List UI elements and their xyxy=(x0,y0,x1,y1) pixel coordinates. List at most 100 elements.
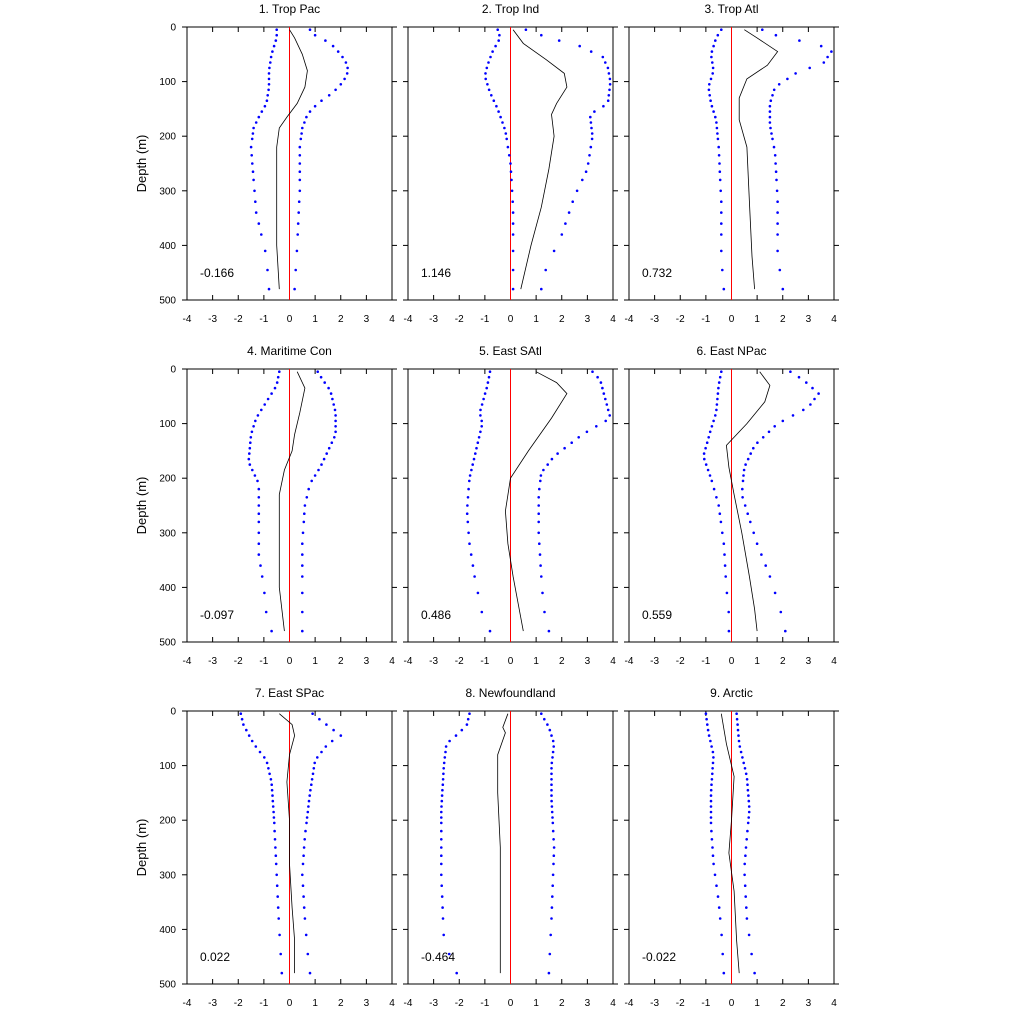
upper-bound-point xyxy=(744,772,748,776)
lower-bound-point xyxy=(717,504,720,507)
lower-bound-point xyxy=(711,767,714,770)
lower-bound-point xyxy=(440,854,443,857)
lower-bound-point xyxy=(440,895,444,898)
lower-bound-point xyxy=(440,873,443,877)
upper-bound-point xyxy=(550,778,553,781)
upper-bound-point xyxy=(743,767,747,770)
x-tick-label: -1 xyxy=(701,998,710,1009)
upper-bound-point xyxy=(590,126,593,130)
upper-bound-point xyxy=(779,610,783,614)
lower-bound-point xyxy=(722,542,726,545)
panel-title: 5. East SAtl xyxy=(479,344,542,358)
upper-bound-point xyxy=(781,287,785,291)
lower-bound-point xyxy=(440,816,443,819)
upper-bound-point xyxy=(564,222,567,225)
x-tick-label: 0 xyxy=(729,314,735,325)
upper-bound-point xyxy=(541,591,544,595)
lower-bound-point xyxy=(718,917,722,920)
lower-bound-point xyxy=(511,200,514,203)
upper-bound-point xyxy=(540,287,543,291)
lower-bound-point xyxy=(252,178,255,182)
upper-bound-point xyxy=(307,487,311,491)
upper-bound-point xyxy=(606,408,610,412)
x-tick-label: 4 xyxy=(389,998,395,1009)
lower-bound-point xyxy=(496,28,500,32)
panel-8: 8. Newfoundland -4 -3 -2 -1 0 1 2 3 4 -0.464 xyxy=(403,686,618,1009)
x-tick-label: 3 xyxy=(806,314,812,325)
upper-bound-point xyxy=(589,50,593,53)
upper-bound-point xyxy=(297,200,301,203)
upper-bound-point xyxy=(346,66,349,70)
lower-bound-point xyxy=(274,854,278,857)
lower-bound-point xyxy=(467,487,470,491)
lower-bound-point xyxy=(717,381,721,384)
upper-bound-point xyxy=(742,761,745,765)
lower-bound-point xyxy=(239,712,243,715)
x-tick-label: 1 xyxy=(312,998,318,1009)
upper-bound-point xyxy=(301,564,304,567)
lower-bound-point xyxy=(497,39,501,42)
lower-bound-point xyxy=(267,287,271,291)
lower-bound-point xyxy=(258,750,262,754)
upper-bound-point xyxy=(298,145,302,149)
upper-bound-point xyxy=(776,200,779,203)
upper-bound-point xyxy=(308,971,312,975)
lower-bound-point xyxy=(710,479,714,483)
lower-bound-point xyxy=(270,629,273,633)
lower-bound-point xyxy=(486,83,489,86)
lower-bound-point xyxy=(467,531,470,535)
lower-bound-point xyxy=(254,419,257,423)
lower-bound-point xyxy=(249,145,253,149)
lower-bound-point xyxy=(711,761,715,765)
upper-bound-point xyxy=(327,94,331,97)
upper-bound-point xyxy=(590,132,594,135)
upper-bound-point xyxy=(749,452,752,455)
upper-bound-point xyxy=(608,83,612,86)
x-tick-label: 1 xyxy=(533,656,539,667)
x-tick-label: 3 xyxy=(585,998,591,1009)
upper-bound-point xyxy=(330,739,334,743)
upper-bound-point xyxy=(334,88,337,92)
upper-bound-point xyxy=(771,94,774,97)
upper-bound-point xyxy=(327,386,330,390)
lower-bound-point xyxy=(709,799,713,803)
lower-bound-point xyxy=(506,145,510,149)
x-tick-label: 2 xyxy=(780,998,786,1009)
lower-bound-point xyxy=(465,512,469,515)
lower-bound-point xyxy=(254,745,258,748)
upper-bound-point xyxy=(317,468,320,472)
lower-bound-point xyxy=(272,816,276,819)
upper-bound-point xyxy=(331,44,335,48)
lower-bound-point xyxy=(704,446,707,450)
upper-bound-point xyxy=(332,403,336,406)
upper-bound-point xyxy=(589,115,592,119)
upper-bound-point xyxy=(307,805,310,808)
upper-bound-point xyxy=(537,531,540,535)
lower-bound-point xyxy=(248,463,252,466)
lower-bound-point xyxy=(505,137,509,141)
upper-bound-point xyxy=(776,222,779,225)
lower-bound-point xyxy=(272,810,275,814)
x-tick-label: 0 xyxy=(508,314,514,325)
lower-bound-point xyxy=(705,717,708,721)
lower-bound-point xyxy=(710,829,713,833)
y-tick-label: 500 xyxy=(159,638,176,649)
upper-bound-point xyxy=(744,463,747,466)
lower-bound-point xyxy=(278,933,281,937)
y-tick-label: 200 xyxy=(159,132,176,143)
upper-bound-point xyxy=(327,446,331,450)
upper-bound-point xyxy=(770,132,773,135)
upper-bound-point xyxy=(308,794,312,797)
upper-bound-point xyxy=(542,468,545,472)
mean-profile-line xyxy=(279,713,296,974)
lower-bound-point xyxy=(509,162,512,165)
lower-bound-point xyxy=(466,520,470,524)
lower-bound-point xyxy=(250,430,254,434)
lower-bound-point xyxy=(711,846,714,849)
x-tick-label: 2 xyxy=(559,314,565,325)
x-tick-label: -1 xyxy=(480,314,489,325)
lower-bound-point xyxy=(480,425,484,428)
panel-title: 3. Trop Atl xyxy=(704,2,758,16)
x-tick-label: -2 xyxy=(234,998,243,1009)
lower-bound-point xyxy=(471,564,475,567)
